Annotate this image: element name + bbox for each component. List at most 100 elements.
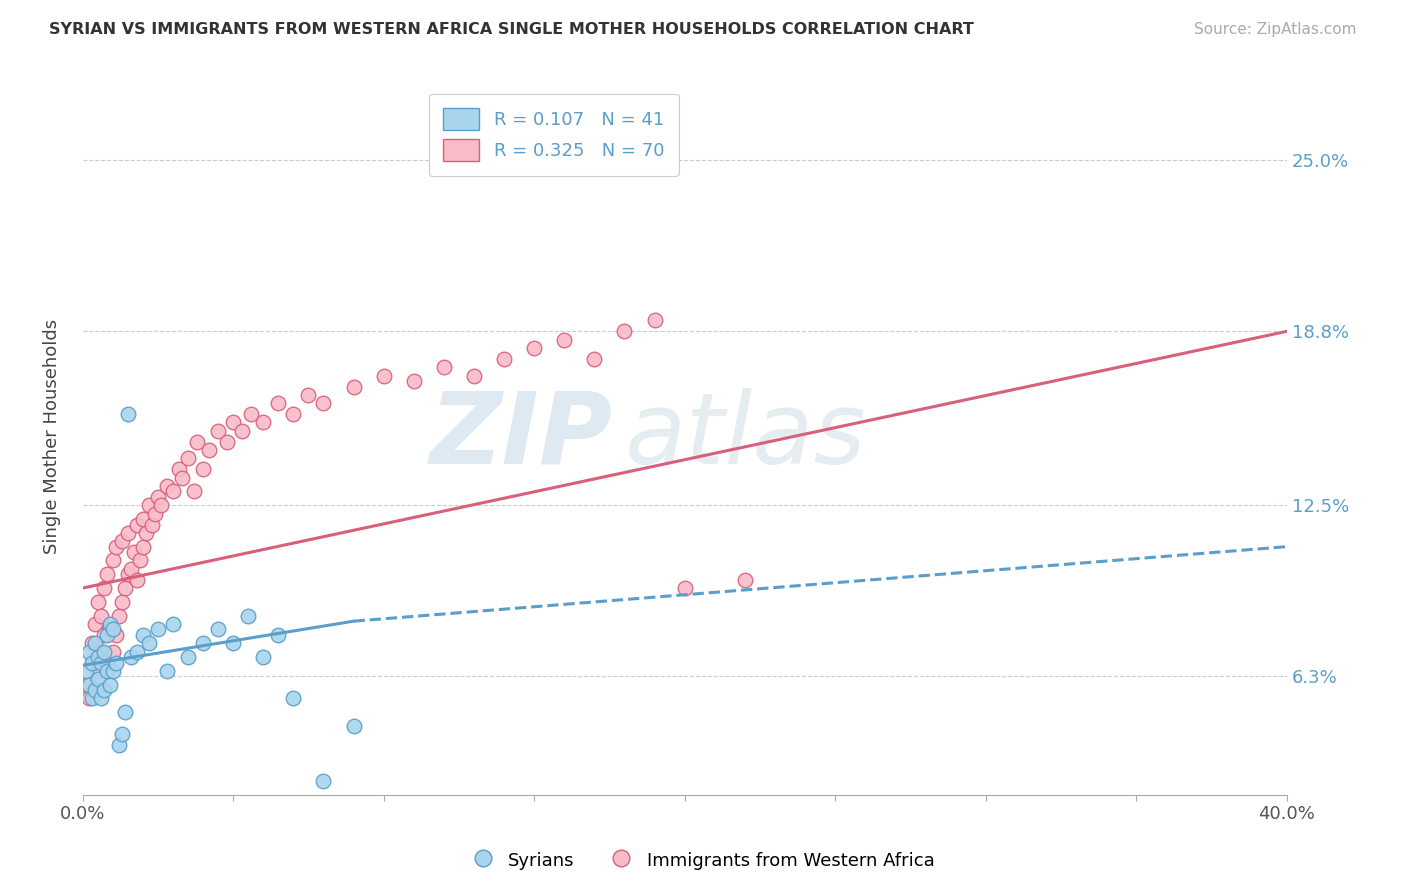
Point: [96, 656, 118, 670]
Point: [114, 705, 136, 719]
Point: [93, 683, 115, 698]
Point: [198, 443, 221, 458]
Point: [463, 368, 485, 383]
Point: [167, 462, 190, 476]
Point: [191, 636, 214, 650]
Point: [75, 664, 97, 678]
Point: [80, 656, 103, 670]
Point: [132, 512, 155, 526]
Point: [162, 616, 184, 631]
Point: [177, 451, 200, 466]
Point: [101, 664, 124, 678]
Point: [75, 678, 97, 692]
Point: [98, 678, 121, 692]
Point: [207, 424, 229, 438]
Point: [107, 608, 129, 623]
Point: [146, 623, 169, 637]
Point: [77, 644, 100, 658]
Point: [222, 636, 245, 650]
Point: [177, 650, 200, 665]
Text: Source: ZipAtlas.com: Source: ZipAtlas.com: [1194, 22, 1357, 37]
Point: [96, 567, 118, 582]
Point: [613, 324, 636, 338]
Point: [312, 396, 335, 410]
Point: [267, 396, 290, 410]
Point: [101, 644, 124, 658]
Point: [283, 407, 305, 421]
Point: [135, 525, 157, 540]
Text: atlas: atlas: [624, 388, 866, 484]
Point: [122, 545, 145, 559]
Point: [207, 623, 229, 637]
Point: [117, 525, 139, 540]
Point: [104, 656, 127, 670]
Point: [162, 484, 184, 499]
Point: [146, 490, 169, 504]
Point: [644, 313, 666, 327]
Point: [96, 664, 118, 678]
Point: [494, 351, 516, 366]
Text: ZIP: ZIP: [429, 388, 613, 484]
Point: [553, 333, 575, 347]
Point: [402, 374, 425, 388]
Point: [342, 379, 364, 393]
Point: [673, 581, 696, 595]
Point: [734, 573, 756, 587]
Point: [583, 351, 606, 366]
Point: [170, 470, 193, 484]
Point: [433, 360, 456, 375]
Point: [138, 498, 160, 512]
Point: [240, 407, 263, 421]
Legend: R = 0.107   N = 41, R = 0.325   N = 70: R = 0.107 N = 41, R = 0.325 N = 70: [429, 94, 679, 176]
Y-axis label: Single Mother Households: Single Mother Households: [44, 318, 60, 554]
Point: [80, 691, 103, 706]
Point: [183, 484, 205, 499]
Point: [111, 727, 134, 741]
Point: [86, 595, 108, 609]
Point: [132, 628, 155, 642]
Point: [312, 774, 335, 789]
Point: [86, 672, 108, 686]
Point: [98, 623, 121, 637]
Point: [77, 691, 100, 706]
Point: [143, 507, 166, 521]
Point: [156, 664, 179, 678]
Point: [149, 498, 172, 512]
Point: [93, 628, 115, 642]
Point: [267, 628, 290, 642]
Text: SYRIAN VS IMMIGRANTS FROM WESTERN AFRICA SINGLE MOTHER HOUSEHOLDS CORRELATION CH: SYRIAN VS IMMIGRANTS FROM WESTERN AFRICA…: [49, 22, 974, 37]
Point: [90, 608, 112, 623]
Point: [138, 636, 160, 650]
Point: [252, 650, 274, 665]
Point: [373, 368, 395, 383]
Legend: Syrians, Immigrants from Western Africa: Syrians, Immigrants from Western Africa: [464, 842, 942, 879]
Point: [117, 567, 139, 582]
Point: [86, 664, 108, 678]
Point: [231, 424, 253, 438]
Point: [342, 719, 364, 733]
Point: [101, 623, 124, 637]
Point: [104, 540, 127, 554]
Point: [252, 416, 274, 430]
Point: [125, 517, 148, 532]
Point: [83, 636, 105, 650]
Point: [101, 553, 124, 567]
Point: [80, 656, 103, 670]
Point: [117, 407, 139, 421]
Point: [156, 479, 179, 493]
Point: [217, 434, 239, 449]
Point: [111, 534, 134, 549]
Point: [125, 573, 148, 587]
Point: [125, 644, 148, 658]
Point: [238, 608, 260, 623]
Point: [80, 636, 103, 650]
Point: [107, 739, 129, 753]
Point: [104, 628, 127, 642]
Point: [523, 341, 546, 355]
Point: [120, 562, 142, 576]
Point: [90, 691, 112, 706]
Point: [83, 683, 105, 698]
Point: [83, 683, 105, 698]
Point: [283, 691, 305, 706]
Point: [191, 462, 214, 476]
